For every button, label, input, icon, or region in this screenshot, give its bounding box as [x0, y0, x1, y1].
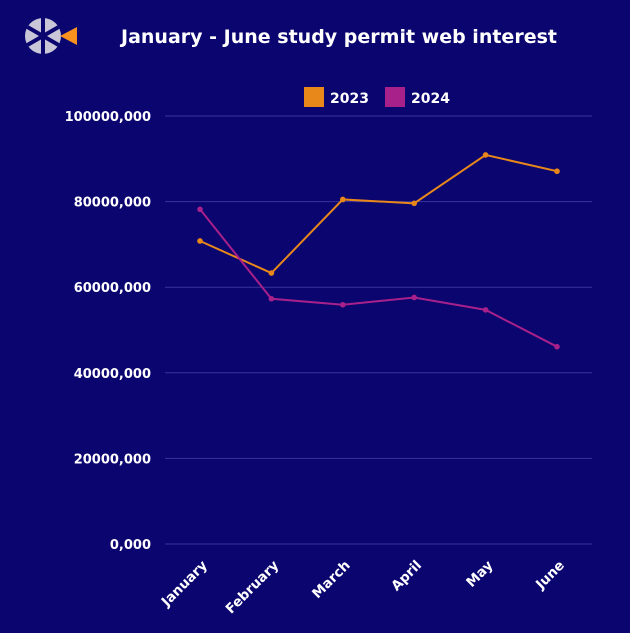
data-point-2024 — [197, 206, 203, 213]
data-point-2024 — [268, 295, 275, 302]
data-point-2023 — [482, 152, 489, 158]
series — [197, 152, 560, 350]
data-point-2024 — [411, 294, 418, 301]
data-point-2023 — [268, 270, 275, 276]
gridlines — [165, 115, 592, 545]
series-line-2023 — [199, 153, 558, 275]
legend-label-2023: 2023 — [330, 91, 369, 107]
x-tick-label: February — [223, 557, 283, 617]
x-tick-label: April — [388, 558, 425, 595]
y-tick-label: 80000,000 — [74, 196, 151, 211]
data-point-2024 — [340, 301, 346, 308]
legend-swatch-2023 — [304, 87, 324, 107]
y-tick-label: 40000,000 — [74, 367, 151, 382]
x-axis-ticks: January February March April May June — [158, 557, 568, 617]
x-tick-label: May — [463, 557, 496, 590]
legend-label-2024: 2024 — [411, 91, 450, 107]
y-axis-ticks: 0,000 20000,000 40000,000 60000,000 80000,00… — [65, 110, 151, 553]
logo-icon — [25, 18, 77, 54]
y-tick-label: 0,000 — [110, 538, 151, 553]
data-point-2024 — [482, 307, 489, 313]
legend: 2023 2024 — [304, 87, 450, 107]
data-point-2024 — [554, 343, 560, 350]
data-point-2023 — [554, 168, 560, 175]
y-tick-label: 60000,000 — [74, 281, 151, 296]
series-line-2024 — [199, 208, 558, 348]
data-point-2023 — [197, 238, 203, 244]
series-2024 — [197, 206, 560, 350]
x-tick-label: June — [532, 558, 568, 594]
chart-title: January - June study permit web interest — [119, 26, 557, 48]
legend-swatch-2024 — [385, 87, 405, 107]
y-tick-label: 20000,000 — [74, 452, 151, 467]
x-tick-label: March — [309, 558, 353, 602]
series-2023 — [197, 152, 560, 276]
data-point-2023 — [340, 196, 346, 203]
x-tick-label: January — [158, 557, 211, 610]
y-tick-label: 100000,000 — [65, 110, 151, 125]
data-point-2023 — [411, 200, 418, 207]
